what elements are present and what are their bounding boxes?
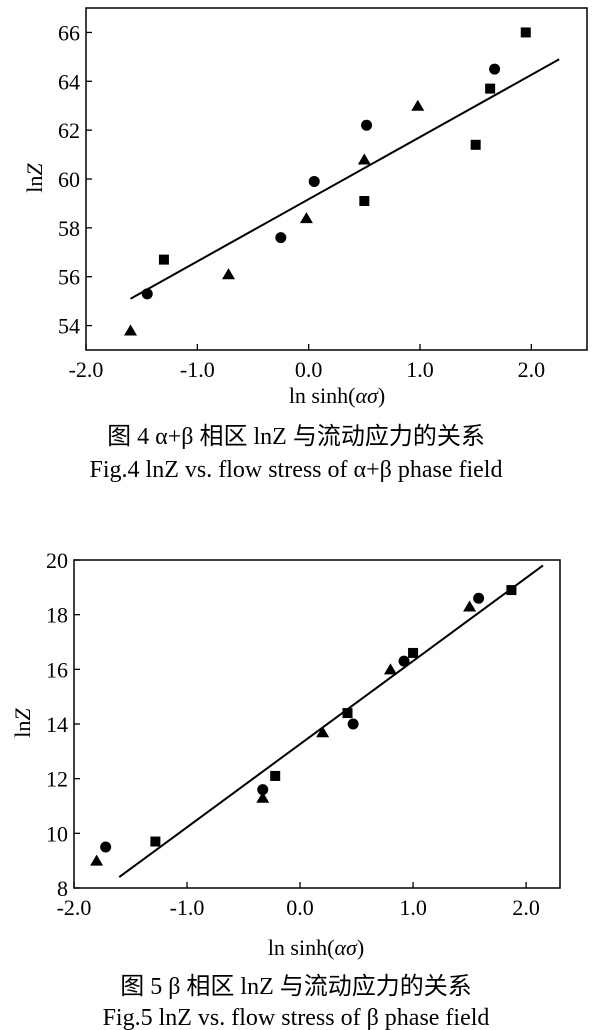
chart-2-point-circle — [257, 784, 269, 796]
chart-2-ytick-label: 20 — [46, 548, 68, 573]
fig5-caption-en: Fig.5 lnZ vs. flow stress of β phase fie… — [103, 1005, 490, 1030]
chart-2-ytick-label: 8 — [57, 876, 68, 901]
chart-1-xtick-label: 0.0 — [295, 357, 323, 382]
chart-1-point-square — [158, 254, 169, 265]
chart-1-xtick-label: -1.0 — [180, 357, 215, 382]
chart-2-ylabel: lnZ — [10, 708, 35, 738]
chart-1-point-triangle — [299, 212, 313, 224]
fig4-caption-en: Fig.4 lnZ vs. flow stress of α+β phase f… — [90, 457, 503, 483]
chart-1-point-triangle — [411, 99, 425, 111]
chart-beta: lnZ ln sinh(ασ) -2.0 -1.0 0.0 1.0 2.0 8 10 12 14… — [10, 548, 561, 960]
chart-2-point-triangle — [90, 854, 104, 866]
chart-1-point-square — [520, 27, 531, 38]
fig5-caption-cn: 图 5 β 相区 lnZ 与流动应力的关系 — [120, 973, 472, 1000]
chart-2-ytick-label: 18 — [46, 603, 68, 628]
fig4-caption-cn: 图 4 α+β 相区 lnZ 与流动应力的关系 — [107, 423, 485, 450]
chart-1-point-circle — [308, 175, 320, 187]
chart-1-xtick-label: -2.0 — [69, 357, 104, 382]
chart-1-ytick-label: 64 — [58, 69, 80, 94]
chart-1-xtick-label: 2.0 — [518, 357, 546, 382]
chart-2-fit-line — [118, 564, 544, 878]
chart-1-point-circle — [275, 232, 287, 244]
chart-1-point-circle — [489, 63, 501, 75]
chart-1-ytick-label: 58 — [58, 216, 80, 241]
chart-2-ytick-label: 14 — [46, 712, 68, 737]
chart-2-xtick-label: 1.0 — [399, 895, 427, 920]
chart-2-point-triangle — [316, 726, 330, 738]
chart-1-ytick-label: 66 — [58, 20, 80, 45]
chart-2-point-square — [408, 647, 419, 658]
chart-2-point-square — [506, 585, 517, 596]
chart-2-point-triangle — [256, 791, 270, 803]
chart-2-point-square — [150, 836, 161, 847]
chart-2-ytick-label: 16 — [46, 657, 68, 682]
chart-2-ytick-label: 10 — [46, 821, 68, 846]
chart-1-point-triangle — [124, 324, 138, 336]
chart-1-ytick-label: 56 — [58, 265, 80, 290]
chart-1-point-square — [359, 195, 370, 206]
chart-1-ytick-label: 54 — [58, 314, 80, 339]
chart-1-xlabel: ln sinh(ασ) — [289, 383, 385, 408]
chart-1-point-circle — [361, 119, 373, 131]
chart-2-xtick-label: 2.0 — [512, 895, 540, 920]
chart-1-xtick-label: 1.0 — [406, 357, 434, 382]
chart-1-ytick-label: 60 — [58, 167, 80, 192]
chart-1-ylabel: lnZ — [22, 163, 47, 193]
chart-1-point-triangle — [222, 268, 236, 280]
chart-2-point-square — [342, 708, 353, 719]
chart-2-point-circle — [473, 592, 485, 604]
chart-1-point-triangle — [357, 153, 371, 165]
chart-alpha-beta: lnZ ln sinh(ασ) -2.0 -1.0 0.0 1.0 2.0 54 56 58 6… — [22, 7, 588, 408]
chart-2-point-triangle — [463, 600, 477, 612]
chart-2-point-triangle — [383, 663, 397, 675]
chart-2-xlabel: ln sinh(ασ) — [268, 935, 364, 960]
chart-2-point-circle — [100, 841, 112, 853]
chart-1-ytick-label: 62 — [58, 118, 80, 143]
chart-2-xtick-label: -2.0 — [57, 895, 92, 920]
chart-2-xtick-label: -1.0 — [170, 895, 205, 920]
chart-2-point-circle — [398, 655, 410, 667]
chart-1-point-square — [485, 83, 496, 94]
chart-2-ytick-label: 12 — [46, 767, 68, 792]
chart-2-frame — [73, 559, 561, 889]
chart-2-point-circle — [347, 718, 359, 730]
chart-1-fit-line — [130, 58, 560, 300]
chart-1-point-circle — [141, 288, 153, 300]
chart-2-xtick-label: 0.0 — [286, 895, 314, 920]
chart-1-point-square — [470, 139, 481, 150]
chart-2-point-square — [270, 770, 281, 781]
chart-1-frame — [85, 7, 588, 351]
